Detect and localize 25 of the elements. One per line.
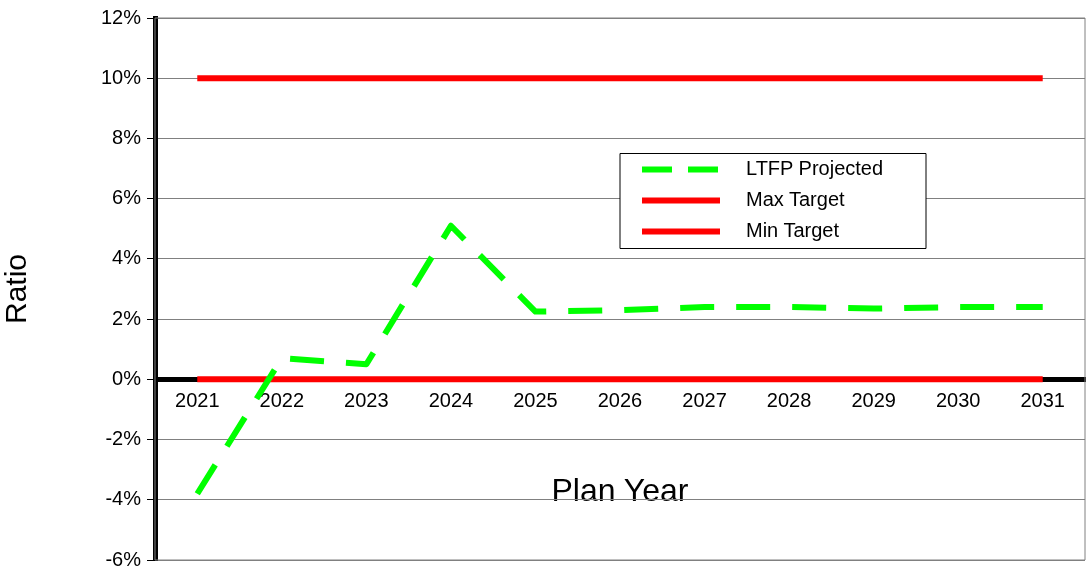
x-tick-label: 2028 [766,388,812,411]
x-tick-label: 2021 [175,388,220,411]
x-tick-label: 2027 [682,388,727,411]
legend-label: Min Target [746,219,840,242]
y-axis-title: Ratio [0,253,33,325]
y-tick-label: -2% [105,427,142,450]
y-tick-label: 6% [112,186,142,209]
y-tick-label: -4% [105,487,142,510]
y-tick-label: 0% [112,366,142,389]
legend-label: Max Target [746,188,846,211]
y-tick-label: 4% [112,246,142,269]
y-tick-label: 2% [112,306,142,329]
x-tick-label: 2030 [935,388,981,411]
y-tick-label: 10% [100,65,142,88]
y-tick-label: 12% [100,5,142,28]
x-tick-label: 2023 [344,388,389,411]
x-tick-label: 2026 [597,388,643,411]
x-tick-label: 2029 [851,388,896,411]
y-tick-label: 8% [112,125,142,148]
x-tick-label: 2025 [513,388,558,411]
legend-label: LTFP Projected [746,157,884,180]
y-tick-label: -6% [105,547,142,570]
x-tick-label: 2024 [428,388,474,411]
x-tick-label: 2031 [1020,388,1065,411]
x-tick-label: 2022 [259,388,305,411]
